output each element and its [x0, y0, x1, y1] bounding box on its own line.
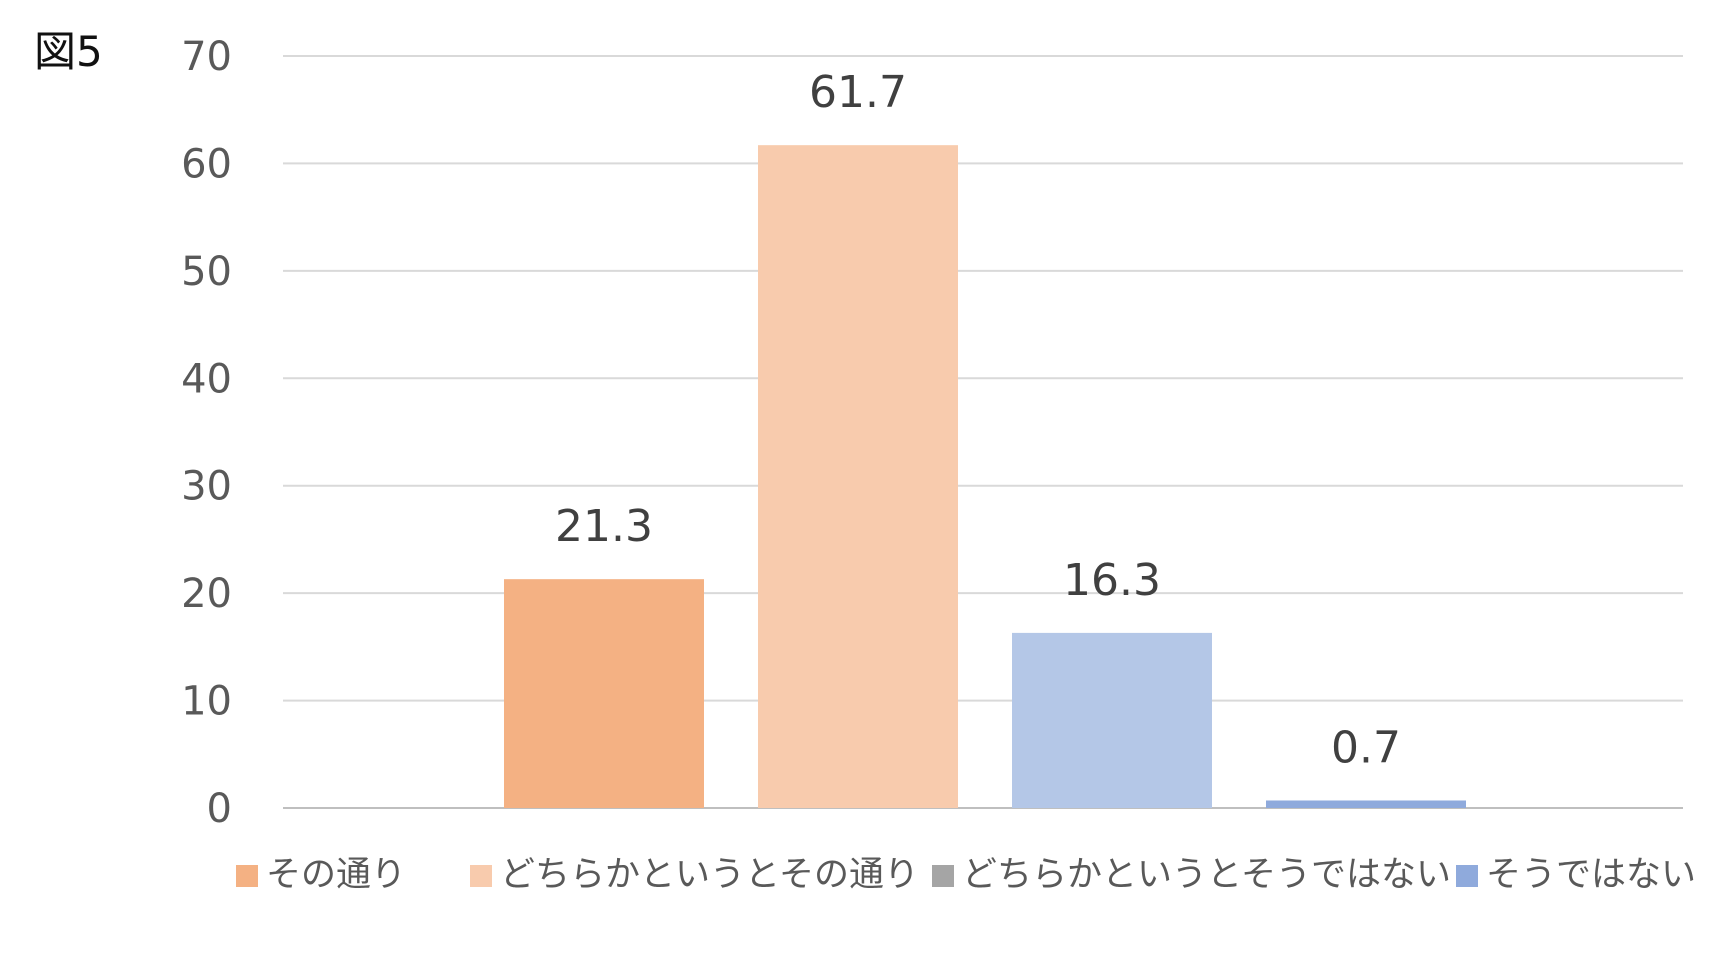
data-labels: 21.3 61.7 16.3 0.7 [555, 67, 1401, 773]
y-tick-label: 40 [181, 356, 232, 402]
legend: その通り どちらかというとその通り どちらかというとそうではない そうではない [236, 855, 1696, 895]
y-tick-label: 50 [181, 249, 232, 295]
y-tick-label: 10 [181, 679, 232, 725]
bar [1012, 632, 1212, 808]
legend-label: そうではない [1486, 855, 1696, 895]
y-tick-label: 70 [181, 34, 232, 80]
data-label: 21.3 [555, 501, 653, 552]
y-tick-label: 30 [181, 464, 232, 510]
legend-label: その通り [266, 855, 406, 895]
y-axis-ticks: 0 10 20 30 40 50 60 70 [181, 34, 232, 832]
grid-lines [283, 55, 1683, 809]
y-tick-label: 0 [207, 786, 232, 832]
legend-swatch [932, 865, 954, 887]
y-tick-label: 60 [181, 141, 232, 187]
bar [758, 145, 958, 808]
bar [504, 579, 704, 808]
data-label: 16.3 [1063, 555, 1161, 606]
bar [1266, 800, 1466, 808]
legend-swatch [236, 865, 258, 887]
legend-swatch [470, 865, 492, 887]
legend-swatch [1456, 865, 1478, 887]
data-label: 61.7 [809, 67, 907, 118]
legend-label: どちらかというとそうではない [962, 855, 1451, 895]
bars [504, 145, 1466, 808]
legend-label: どちらかというとその通り [500, 855, 919, 895]
y-tick-label: 20 [181, 571, 232, 617]
figure-label: 図5 [34, 27, 103, 76]
data-label: 0.7 [1331, 722, 1401, 773]
